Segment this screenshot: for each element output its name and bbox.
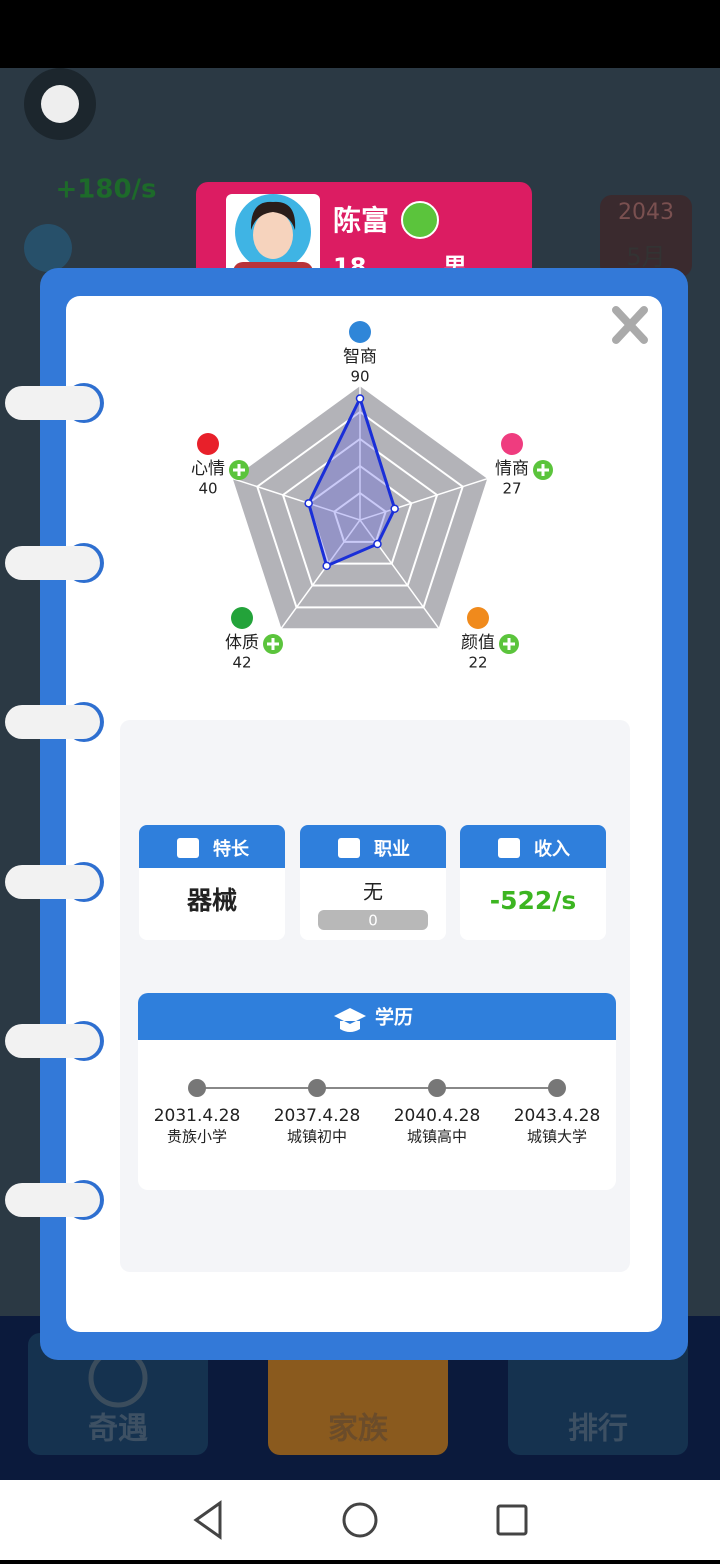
calendar-year: 2043	[618, 200, 674, 225]
radar-point	[355, 394, 365, 403]
stat-plus-sign	[233, 464, 245, 476]
stage-school: 城镇高中	[407, 1128, 467, 1146]
stage-school: 贵族小学	[167, 1128, 227, 1146]
radar-spoke	[280, 519, 361, 630]
stat-plus-sign	[537, 464, 549, 476]
timeline-dot	[308, 1079, 326, 1097]
card-title: 职业	[374, 839, 410, 860]
ring-pill	[5, 705, 100, 739]
avatar-hair	[250, 201, 296, 230]
player-name: 陈富	[333, 204, 389, 237]
stage-school: 城镇初中	[287, 1128, 347, 1146]
radar-point	[373, 539, 382, 549]
radar-spoke	[359, 519, 440, 630]
stat-plus-sign	[267, 638, 279, 650]
card-value: 无	[363, 880, 383, 904]
menu-dot	[41, 85, 79, 123]
stat-value: 40	[198, 480, 217, 498]
card-icon	[177, 838, 199, 858]
stage-school: 城镇大学	[527, 1128, 587, 1146]
stat-value: 22	[468, 654, 487, 672]
stat-value: 42	[232, 654, 251, 672]
nav-button[interactable]	[508, 1333, 688, 1455]
card-icon	[498, 838, 520, 858]
stage-date: 2040.4.28	[394, 1106, 481, 1126]
education-title: 学历	[375, 1006, 413, 1029]
stat-value: 90	[350, 368, 369, 386]
card-title: 收入	[534, 838, 570, 860]
binder-rings	[5, 383, 104, 1220]
ring-pill	[5, 546, 100, 580]
radar-point	[390, 504, 399, 513]
ring-pill	[5, 386, 100, 420]
avatar-face	[253, 211, 293, 259]
card-header	[300, 825, 446, 868]
stat-label: 情商	[495, 459, 529, 479]
stat-icon	[467, 607, 489, 629]
card-value: -522/s	[490, 886, 577, 915]
progress-bar	[318, 910, 428, 930]
radar-spoke	[359, 477, 489, 521]
stat-label: 智商	[343, 347, 377, 367]
education-card	[138, 993, 616, 1190]
timeline-dot	[548, 1079, 566, 1097]
card-icon	[338, 838, 360, 858]
stage-date: 2031.4.28	[154, 1106, 241, 1126]
radar-ring	[281, 437, 439, 587]
stat-label: 心情	[191, 459, 225, 479]
close-button[interactable]	[612, 306, 648, 344]
ring-pill	[5, 1024, 100, 1058]
nav-button[interactable]	[268, 1333, 448, 1455]
education-header	[138, 993, 616, 1040]
edit-button[interactable]	[401, 201, 439, 239]
stat-plus-sign	[503, 638, 515, 650]
nav-label: 奇遇	[88, 1412, 148, 1447]
stage-date: 2043.4.28	[514, 1106, 601, 1126]
back-button[interactable]	[193, 1500, 222, 1540]
radar-spoke	[231, 477, 361, 521]
radar-ring	[307, 464, 413, 565]
stat-label: 体质	[225, 633, 259, 653]
nav-label: 排行	[568, 1412, 628, 1447]
timeline-dot	[188, 1079, 206, 1097]
radar-ring	[333, 491, 387, 543]
card-header	[139, 825, 285, 868]
radar-point	[304, 499, 313, 508]
home-button[interactable]	[342, 1502, 378, 1538]
card-value: 器械	[186, 886, 237, 915]
nav-button[interactable]	[28, 1333, 208, 1455]
stat-icon	[349, 321, 371, 343]
timeline-stages: 2031.4.28 贵族小学 2037.4.28 城镇初中 2040.4.28 城镇高中 2…	[154, 1079, 601, 1146]
bottom-nav: 奇遇 家族 排行	[28, 1333, 688, 1455]
ring-pill	[5, 865, 100, 899]
calendar[interactable]	[600, 195, 692, 277]
progress-value: 0	[368, 912, 378, 930]
nav-label: 家族	[328, 1412, 389, 1447]
card-title: 特长	[213, 838, 250, 860]
stat-label: 颜值	[461, 633, 495, 653]
education-icon	[334, 1008, 366, 1032]
stage-date: 2037.4.28	[274, 1106, 361, 1126]
calendar-month: 5月	[626, 243, 665, 271]
card-header	[460, 825, 606, 868]
income-rate: +180/s	[55, 175, 156, 205]
stat-icon	[501, 433, 523, 455]
stat-icon	[197, 433, 219, 455]
system-nav	[0, 1480, 720, 1560]
recents-button[interactable]	[496, 1504, 528, 1536]
stat-value: 27	[502, 480, 521, 498]
ring-pill	[5, 1183, 100, 1217]
settings-button[interactable]	[24, 224, 72, 272]
radar-point	[322, 561, 331, 571]
stat-icon	[231, 607, 253, 629]
timeline-dot	[428, 1079, 446, 1097]
radar-ring	[256, 410, 464, 609]
radar-area	[307, 394, 397, 568]
